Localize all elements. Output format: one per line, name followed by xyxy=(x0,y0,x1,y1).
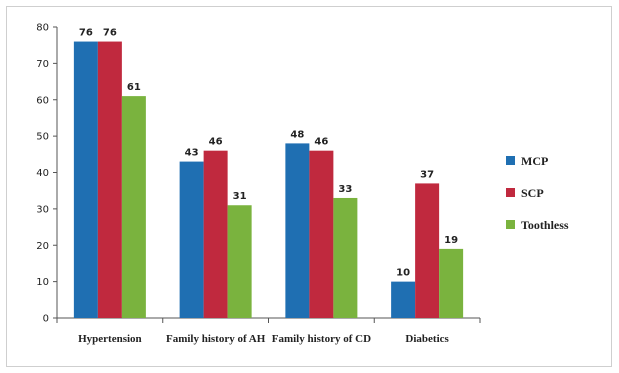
bar xyxy=(439,248,464,318)
y-tick-label: 40 xyxy=(36,168,49,179)
data-label: 37 xyxy=(420,169,434,180)
bar xyxy=(391,281,416,318)
bar xyxy=(309,150,334,318)
y-tick-label: 0 xyxy=(43,314,49,325)
data-label: 31 xyxy=(233,191,247,202)
y-tick-label: 80 xyxy=(36,23,49,34)
data-label: 76 xyxy=(103,28,117,39)
legend-swatch xyxy=(506,220,515,229)
legend-swatch xyxy=(506,156,515,165)
data-label: 48 xyxy=(290,129,304,140)
x-category-label: Hypertension xyxy=(78,333,142,345)
y-tick-label: 70 xyxy=(36,59,49,70)
legend-swatch xyxy=(506,188,515,197)
data-label: 19 xyxy=(444,235,458,246)
bar xyxy=(285,143,310,318)
data-label: 76 xyxy=(79,28,93,39)
y-tick-label: 30 xyxy=(36,204,49,215)
data-label: 33 xyxy=(338,184,352,195)
x-category-label: Family history of AH xyxy=(166,333,266,345)
y-tick-label: 10 xyxy=(36,277,49,288)
bar xyxy=(227,205,252,318)
bar xyxy=(333,197,358,318)
data-label: 46 xyxy=(209,137,223,148)
data-label: 61 xyxy=(127,82,141,93)
data-label: 43 xyxy=(185,148,199,159)
bar xyxy=(415,183,440,318)
data-label: 46 xyxy=(314,137,328,148)
y-tick-label: 60 xyxy=(36,95,49,106)
data-label: 10 xyxy=(396,268,410,279)
data-labels: 76 76 61 43 46 31 48 46 33 10 37 19 xyxy=(79,28,458,279)
x-category-label: Family history of CD xyxy=(272,333,371,345)
bars xyxy=(73,41,464,319)
y-tick-label: 20 xyxy=(36,241,49,252)
bar xyxy=(97,41,122,319)
bar xyxy=(73,41,98,319)
bar xyxy=(179,161,204,318)
bar xyxy=(203,150,228,318)
legend-label: Toothless xyxy=(521,218,569,232)
legend-label: MCP xyxy=(521,154,548,168)
legend: MCP SCP Toothless xyxy=(506,154,569,232)
bar xyxy=(121,96,146,318)
y-tick-label: 50 xyxy=(36,132,49,143)
x-category-label: Diabetics xyxy=(405,333,449,345)
legend-label: SCP xyxy=(521,186,544,200)
